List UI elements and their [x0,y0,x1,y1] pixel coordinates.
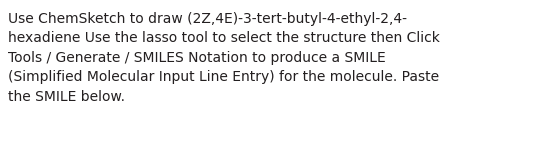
Text: Use ChemSketch to draw (2Z,4E)-3-tert-butyl-4-ethyl-2,4-
hexadiene Use the lasso: Use ChemSketch to draw (2Z,4E)-3-tert-bu… [8,12,440,104]
